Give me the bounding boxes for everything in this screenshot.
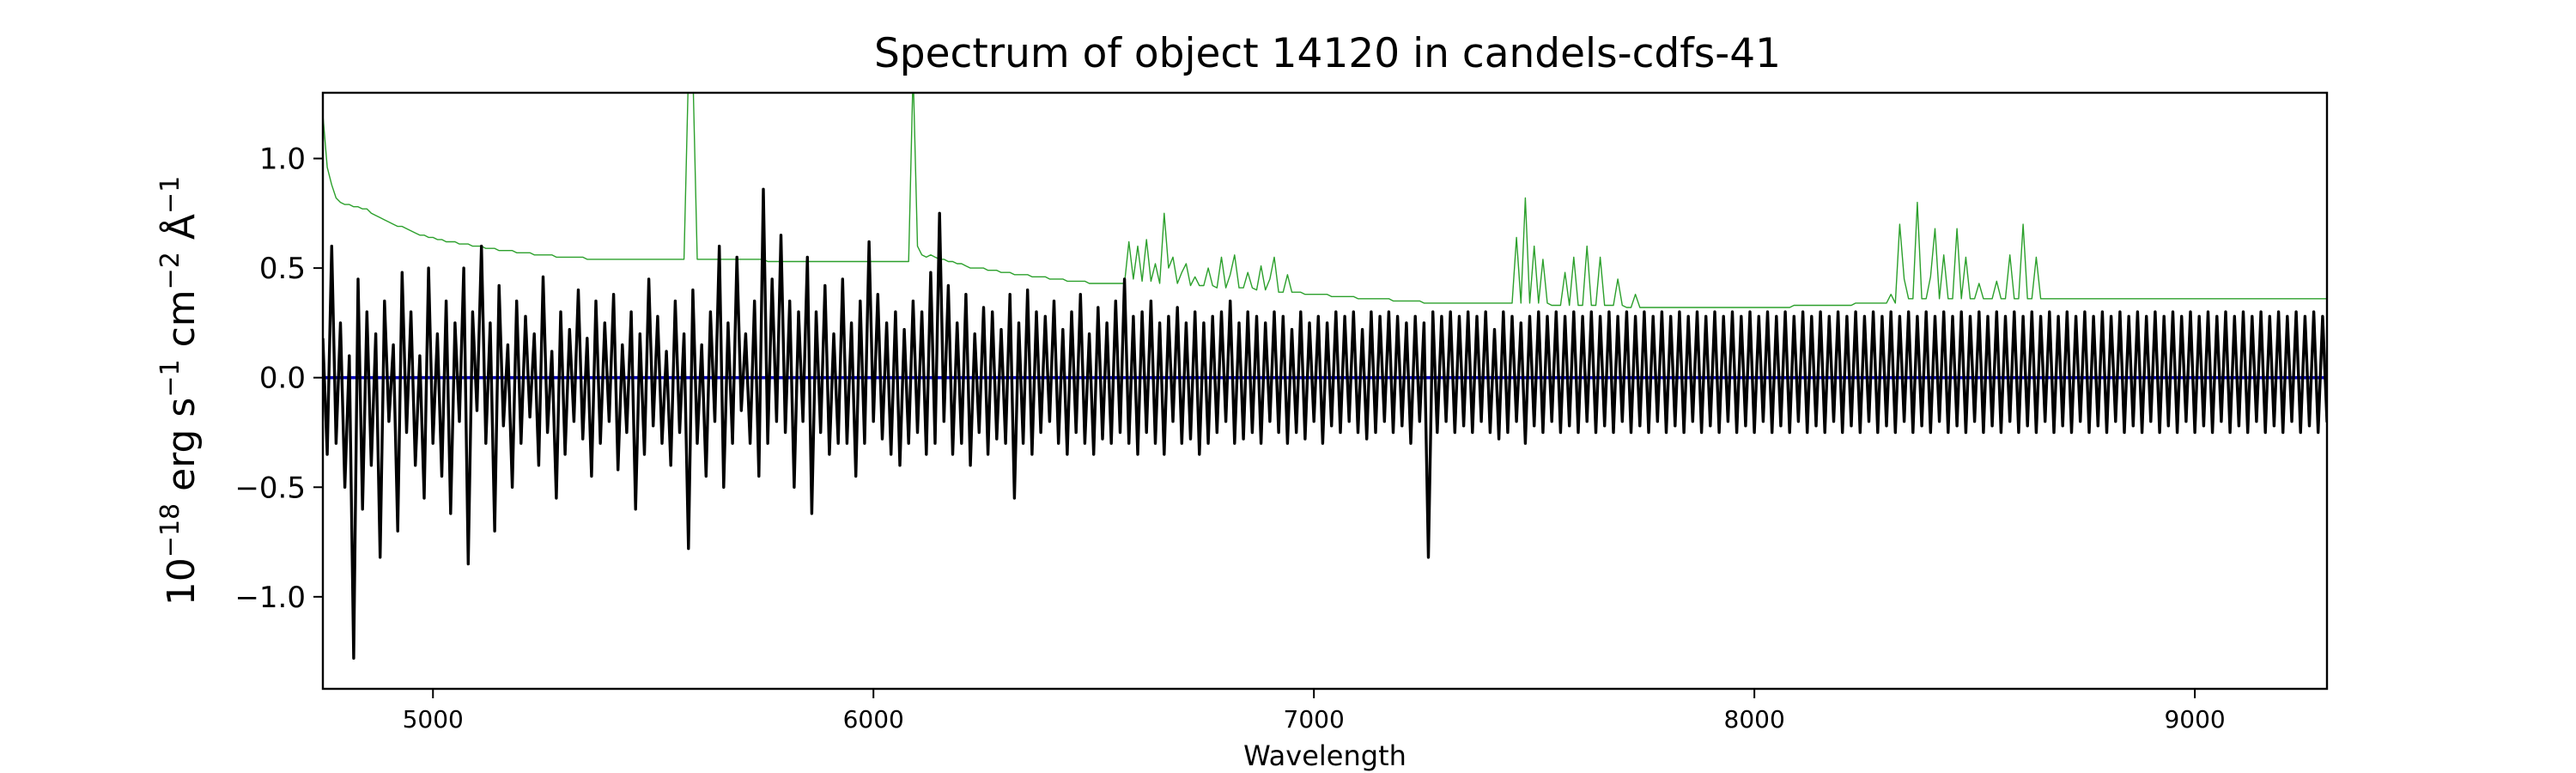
chart-title: Spectrum of object 14120 in candels-cdfs… bbox=[874, 30, 1781, 77]
y-axis: −1.0 −0.5 0.0 0.5 1.0 bbox=[234, 143, 323, 615]
y-label-text: cm bbox=[160, 289, 204, 359]
plot-area bbox=[321, 91, 2329, 691]
y-label-text: 10 bbox=[160, 557, 204, 606]
x-tick-label: 8000 bbox=[1724, 705, 1785, 733]
y-tick-label: 0.0 bbox=[259, 362, 306, 396]
y-tick-label: −0.5 bbox=[234, 471, 306, 505]
y-axis-label: 10−18 erg s−1 cm−2 Å−1 bbox=[155, 176, 204, 606]
plot-frame bbox=[321, 91, 2329, 691]
series-layer bbox=[323, 93, 2327, 660]
x-tick-label: 5000 bbox=[403, 705, 464, 733]
x-tick-label: 7000 bbox=[1284, 705, 1345, 733]
x-tick-label: 9000 bbox=[2164, 705, 2225, 733]
error-spectrum-line bbox=[323, 93, 2327, 308]
y-label-text: erg s bbox=[160, 398, 204, 503]
y-tick-label: 0.5 bbox=[259, 252, 306, 286]
x-tick-label: 6000 bbox=[843, 705, 904, 733]
y-label-text: Å bbox=[158, 214, 204, 252]
y-label-exponent: −1 bbox=[155, 359, 185, 397]
y-label-exponent: −1 bbox=[155, 176, 185, 214]
x-axis-label: Wavelength bbox=[1243, 740, 1406, 772]
y-tick-label: −1.0 bbox=[234, 581, 306, 615]
x-axis: 5000 6000 7000 8000 9000 bbox=[403, 689, 2226, 733]
y-tick-label: 1.0 bbox=[259, 143, 306, 177]
flux-spectrum-line bbox=[323, 187, 2327, 660]
y-label-exponent: −18 bbox=[155, 503, 185, 557]
y-label-exponent: −2 bbox=[155, 252, 185, 289]
